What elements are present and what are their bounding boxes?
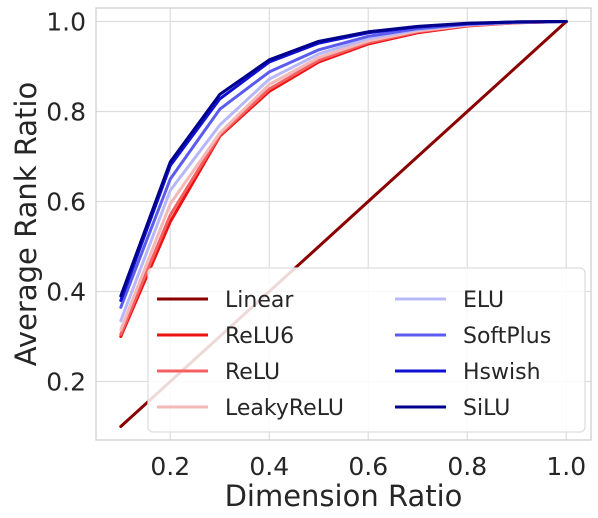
- x-tick-label: 1.0: [546, 452, 586, 481]
- y-tick-label: 0.2: [46, 368, 86, 397]
- plot-frame: [95, 7, 592, 441]
- legend-label: SoftPlus: [463, 324, 551, 349]
- legend-label: Hswish: [463, 360, 541, 385]
- y-axis-label: Average Rank Ratio: [9, 82, 43, 366]
- x-tick-label: 0.6: [348, 452, 388, 481]
- series-lines: [119, 20, 568, 428]
- legend-label: Linear: [225, 288, 294, 313]
- y-tick-label: 0.4: [46, 278, 86, 307]
- series-line: [119, 20, 568, 302]
- legend-label: ReLU: [225, 360, 280, 385]
- x-axis-label: Dimension Ratio: [225, 479, 463, 513]
- x-tick-label: 0.8: [447, 452, 487, 481]
- legend-label: LeakyReLU: [225, 396, 344, 421]
- legend-label: ReLU6: [225, 324, 294, 349]
- y-tick-label: 0.8: [46, 98, 86, 127]
- x-tick-labels: 0.2 0.4 0.6 0.8 1.0: [150, 452, 586, 481]
- series-line: [119, 20, 568, 309]
- series-line: [119, 20, 568, 298]
- legend-label: SiLU: [463, 396, 510, 421]
- y-tick-labels: 0.2 0.4 0.6 0.8 1.0: [46, 8, 86, 397]
- y-tick-label: 1.0: [46, 8, 86, 37]
- y-tick-label: 0.6: [46, 188, 86, 217]
- legend-box: [147, 267, 586, 433]
- legend-label: ELU: [463, 288, 504, 313]
- x-tick-label: 0.2: [150, 452, 190, 481]
- legend: Linear ReLU6 ReLU LeakyReLU ELU SoftPlus Hswis…: [147, 267, 586, 433]
- x-tick-label: 0.4: [249, 452, 289, 481]
